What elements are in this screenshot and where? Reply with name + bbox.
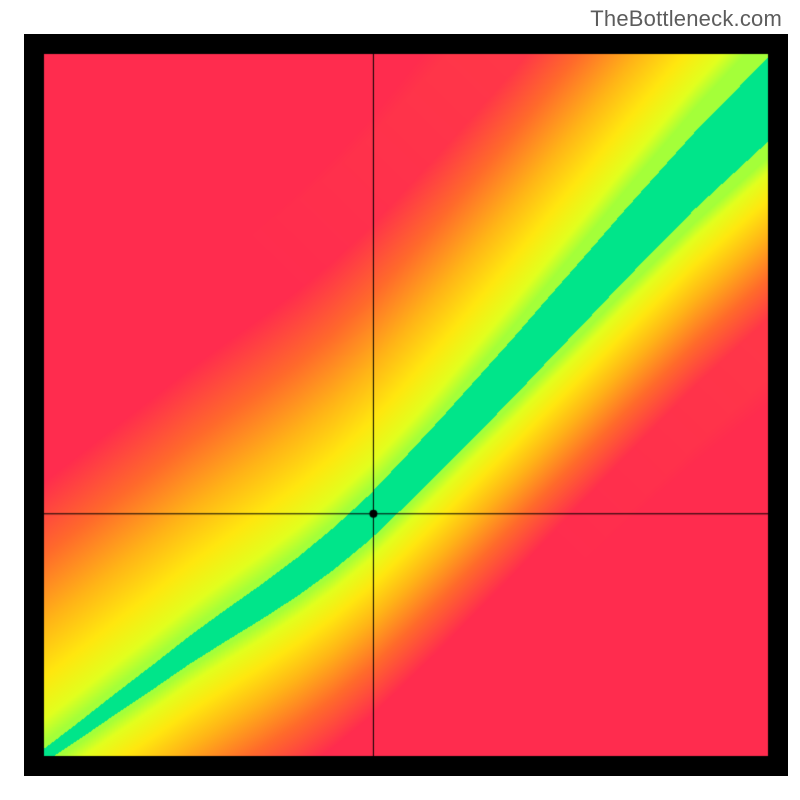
watermark: TheBottleneck.com	[590, 6, 782, 32]
chart-container: TheBottleneck.com	[0, 0, 800, 800]
chart-frame	[24, 34, 788, 776]
heatmap-canvas	[24, 34, 788, 776]
